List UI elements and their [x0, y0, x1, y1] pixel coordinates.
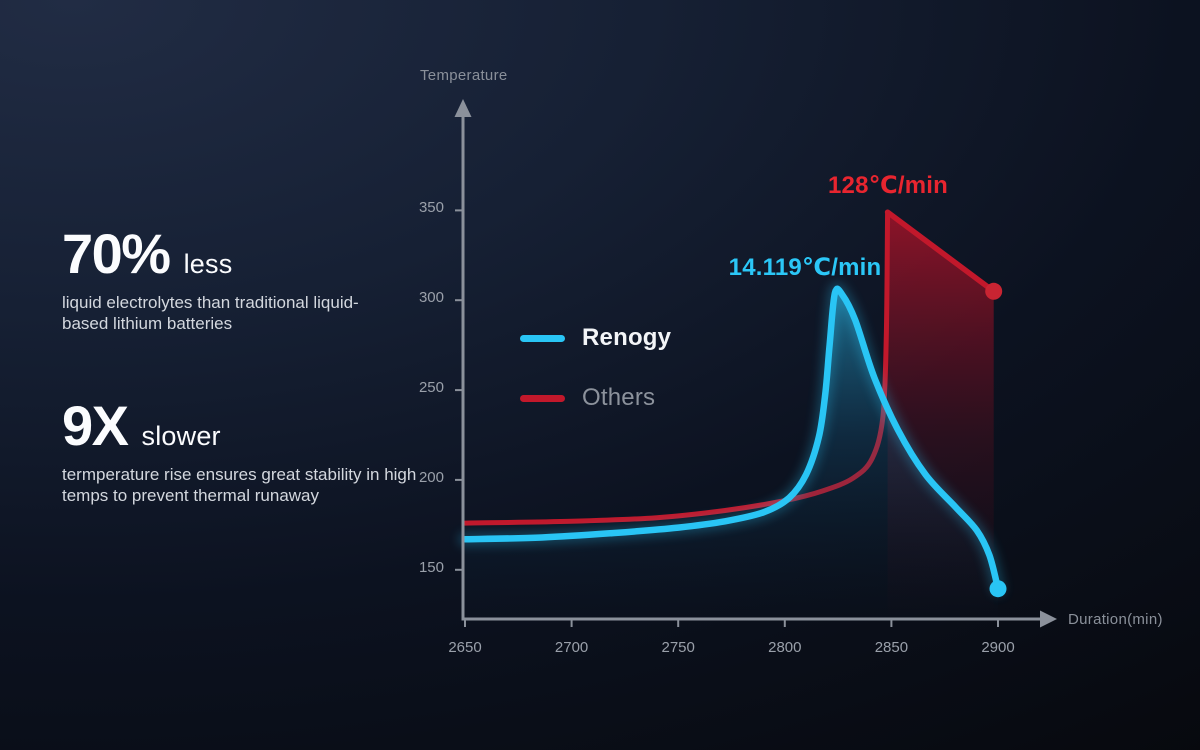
x-tick-label: 2850 — [874, 639, 909, 656]
y-axis-arrow-icon — [454, 99, 472, 117]
stat-value: 9X — [62, 394, 129, 457]
stat-value: 70% — [62, 222, 171, 285]
y-tick-label: 350 — [418, 199, 444, 217]
renogy-swatch — [520, 334, 565, 342]
x-tick-label: 2750 — [661, 639, 695, 656]
stat-suffix: slower — [141, 421, 221, 451]
x-axis-title: Duration(min) — [1068, 611, 1163, 628]
stat-heading: 70% less — [62, 226, 374, 282]
y-tick-label: 150 — [418, 558, 444, 576]
x-tick-label: 2650 — [448, 639, 482, 656]
others-rate-annotation: 128℃/min — [827, 172, 949, 199]
legend-label: Others — [582, 384, 656, 411]
x-tick-label: 2700 — [554, 639, 589, 656]
stat-description: liquid electrolytes than traditional liq… — [62, 293, 359, 334]
y-tick-label: 200 — [418, 468, 444, 486]
stat-description: termperature rise ensures great stabilit… — [62, 465, 417, 506]
legend: Renogy Others — [520, 323, 671, 443]
stat-suffix: less — [183, 249, 233, 279]
stat-heading: 9X slower — [62, 398, 426, 454]
renogy-curve — [461, 285, 1002, 592]
renogy-endpoint-dot — [989, 580, 1007, 598]
legend-item-renogy: Renogy — [520, 323, 671, 353]
others-endpoint-dot — [985, 282, 1003, 300]
legend-label: Renogy — [582, 324, 672, 351]
x-tick-label: 2900 — [981, 639, 1015, 656]
tick-marks — [455, 209, 999, 627]
legend-item-others: Others — [520, 383, 671, 413]
stat-block-temp-rise: 9X slower termperature rise ensures grea… — [62, 398, 426, 523]
axes — [455, 114, 1043, 627]
x-axis-arrow-icon — [1040, 610, 1057, 628]
y-tick-label: 250 — [418, 379, 444, 397]
stat-block-electrolytes: 70% less liquid electrolytes than tradit… — [62, 226, 374, 351]
renogy-rate-annotation: 14.119℃/min — [728, 254, 882, 281]
x-tick-label: 2800 — [768, 639, 802, 656]
others-swatch — [520, 394, 565, 402]
others-drop-line — [884, 209, 997, 295]
y-tick-label: 300 — [418, 289, 444, 307]
y-axis-title: Temperature — [420, 67, 508, 84]
